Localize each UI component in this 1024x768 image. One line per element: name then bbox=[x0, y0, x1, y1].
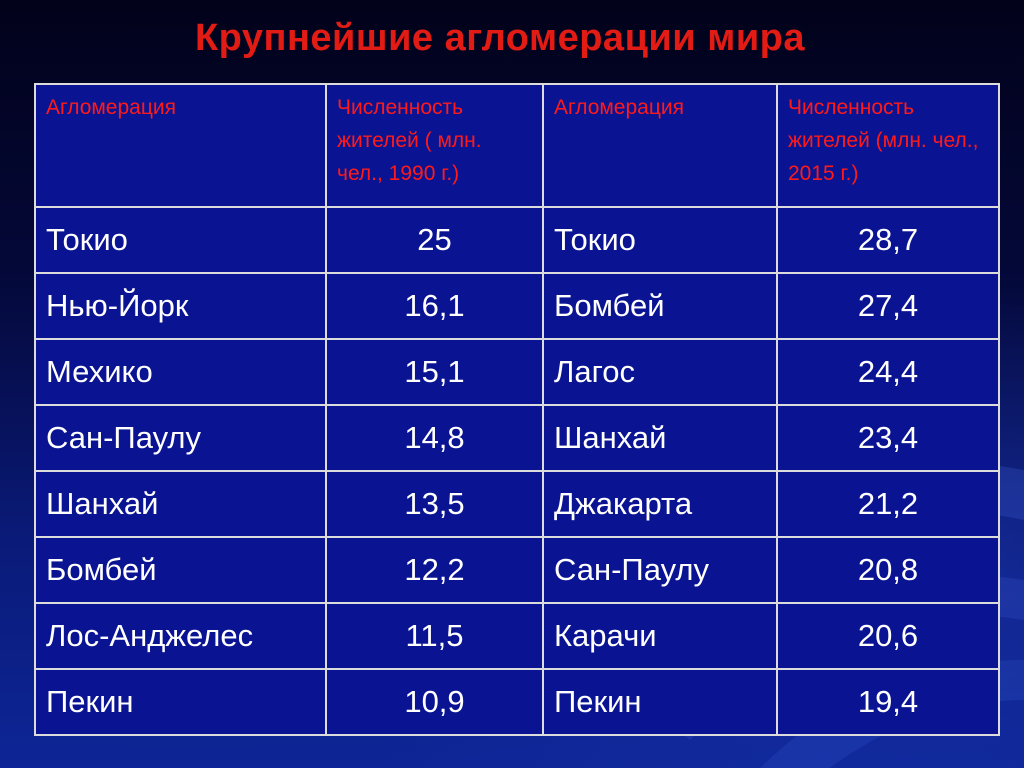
city-2015: Лагос bbox=[542, 338, 778, 406]
population-2015: 21,2 bbox=[776, 470, 1000, 538]
population-2015: 20,6 bbox=[776, 602, 1000, 670]
population-1990: 10,9 bbox=[325, 668, 544, 736]
population-2015: 20,8 bbox=[776, 536, 1000, 604]
agglomerations-table: Агломерация Численность жителей ( млн. ч… bbox=[34, 83, 1000, 736]
table-row: Пекин 10,9 Пекин 19,4 bbox=[34, 668, 1000, 736]
city-1990: Бомбей bbox=[34, 536, 327, 604]
city-2015: Токио bbox=[542, 206, 778, 274]
table-row: Сан-Паулу 14,8 Шанхай 23,4 bbox=[34, 404, 1000, 472]
slide-title: Крупнейшие агломерации мира bbox=[194, 17, 806, 59]
header-population-1990: Численность жителей ( млн. чел., 1990 г.… bbox=[325, 83, 544, 208]
city-2015: Сан-Паулу bbox=[542, 536, 778, 604]
table-row: Лос-Анджелес 11,5 Карачи 20,6 bbox=[34, 602, 1000, 670]
city-2015: Джакарта bbox=[542, 470, 778, 538]
population-1990: 14,8 bbox=[325, 404, 544, 472]
header-agglomeration-2015: Агломерация bbox=[542, 83, 778, 208]
city-1990: Токио bbox=[34, 206, 327, 274]
population-1990: 12,2 bbox=[325, 536, 544, 604]
city-1990: Сан-Паулу bbox=[34, 404, 327, 472]
population-1990: 25 bbox=[325, 206, 544, 274]
city-2015: Шанхай bbox=[542, 404, 778, 472]
city-1990: Лос-Анджелес bbox=[34, 602, 327, 670]
population-1990: 15,1 bbox=[325, 338, 544, 406]
table-row: Токио 25 Токио 28,7 bbox=[34, 206, 1000, 274]
city-1990: Пекин bbox=[34, 668, 327, 736]
table-row: Мехико 15,1 Лагос 24,4 bbox=[34, 338, 1000, 406]
population-1990: 13,5 bbox=[325, 470, 544, 538]
table-row: Шанхай 13,5 Джакарта 21,2 bbox=[34, 470, 1000, 538]
city-1990: Мехико bbox=[34, 338, 327, 406]
city-2015: Бомбей bbox=[542, 272, 778, 340]
table-header-row: Агломерация Численность жителей ( млн. ч… bbox=[34, 83, 1000, 208]
population-1990: 16,1 bbox=[325, 272, 544, 340]
table-row: Нью-Йорк 16,1 Бомбей 27,4 bbox=[34, 272, 1000, 340]
city-1990: Нью-Йорк bbox=[34, 272, 327, 340]
population-2015: 19,4 bbox=[776, 668, 1000, 736]
population-2015: 28,7 bbox=[776, 206, 1000, 274]
city-1990: Шанхай bbox=[34, 470, 327, 538]
population-2015: 23,4 bbox=[776, 404, 1000, 472]
city-2015: Пекин bbox=[542, 668, 778, 736]
table-row: Бомбей 12,2 Сан-Паулу 20,8 bbox=[34, 536, 1000, 604]
population-2015: 24,4 bbox=[776, 338, 1000, 406]
header-agglomeration-1990: Агломерация bbox=[34, 83, 327, 208]
header-population-2015: Численность жителей (млн. чел., 2015 г.) bbox=[776, 83, 1000, 208]
city-2015: Карачи bbox=[542, 602, 778, 670]
population-2015: 27,4 bbox=[776, 272, 1000, 340]
population-1990: 11,5 bbox=[325, 602, 544, 670]
